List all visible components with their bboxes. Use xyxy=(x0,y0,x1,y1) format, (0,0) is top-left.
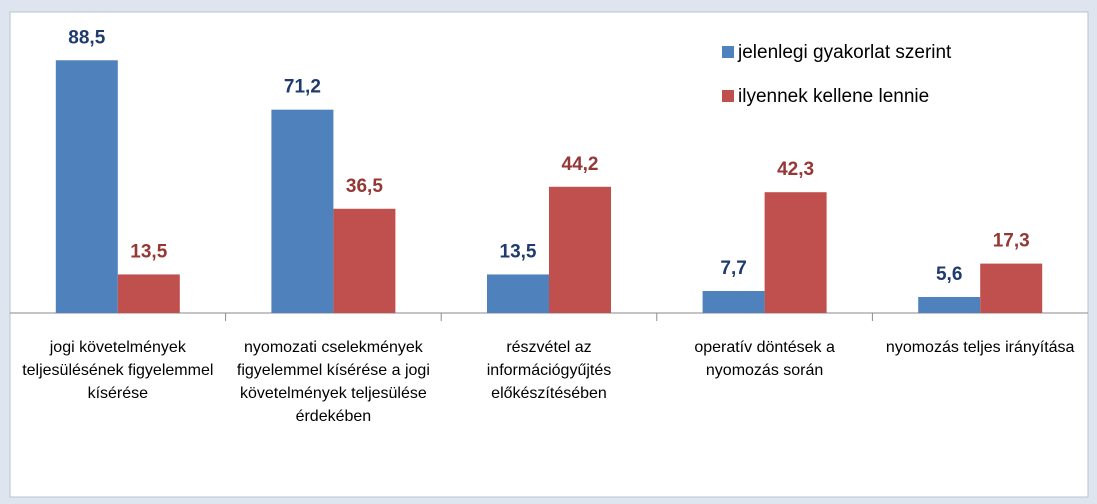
legend-label: ilyennek kellene lennie xyxy=(738,86,929,107)
legend-label: jelenlegi gyakorlat szerint xyxy=(737,42,952,63)
bar xyxy=(117,274,180,313)
data-label: 42,3 xyxy=(777,159,814,180)
x-tick-label: jogi követelmények teljesülésének figyel… xyxy=(22,339,214,402)
data-label: 36,5 xyxy=(346,176,383,197)
bar xyxy=(271,109,334,313)
bar xyxy=(487,274,549,313)
data-label: 44,2 xyxy=(562,154,599,175)
bar xyxy=(549,186,611,313)
legend-swatch xyxy=(722,46,734,58)
legend-swatch xyxy=(722,90,734,102)
data-label: 13,5 xyxy=(130,241,167,262)
bar xyxy=(702,291,765,313)
x-tick-label: nyomozati cselekmények figyelemmel kísér… xyxy=(236,339,430,425)
bar xyxy=(764,192,827,313)
x-tick-label: nyomozás teljes irányítása xyxy=(885,339,1075,356)
data-label: 13,5 xyxy=(500,241,537,262)
bar xyxy=(918,297,981,313)
bar xyxy=(333,208,396,313)
data-label: 17,3 xyxy=(993,231,1030,252)
x-tick-label: részvétel az információgyűjtés előkészít… xyxy=(486,339,612,402)
data-label: 7,7 xyxy=(720,258,746,279)
data-label: 71,2 xyxy=(284,77,321,98)
bar xyxy=(55,60,118,314)
data-label: 5,6 xyxy=(936,264,962,285)
bar xyxy=(980,263,1043,313)
data-label: 88,5 xyxy=(68,27,105,48)
x-tick-label: operatív döntések a nyomozás során xyxy=(694,339,835,379)
